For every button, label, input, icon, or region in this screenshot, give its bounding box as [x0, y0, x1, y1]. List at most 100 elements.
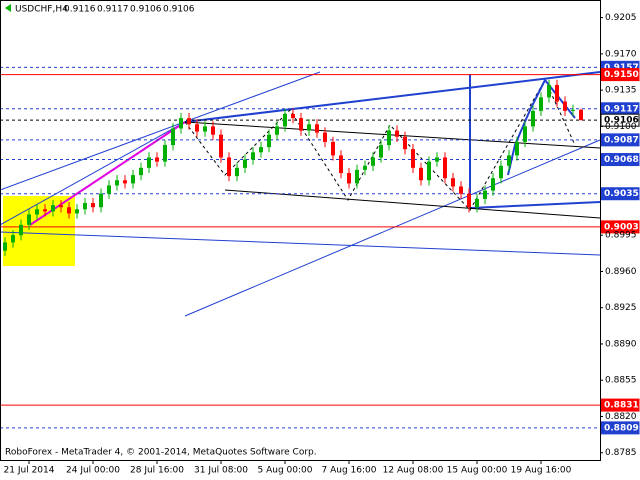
candle-body [83, 203, 87, 210]
candle-body [387, 130, 391, 146]
candle-body [11, 235, 15, 243]
candle-body [107, 185, 111, 194]
candle-body [323, 132, 327, 142]
level-label: 0.8831 [604, 401, 639, 411]
y-tick-label: 0.8855 [605, 376, 637, 386]
candle-body [371, 157, 375, 166]
x-tick-label: 19 Aug 16:00 [511, 466, 572, 476]
candle-body [395, 130, 399, 137]
trend-line [224, 189, 601, 219]
candle-body [171, 128, 175, 146]
candle-body [179, 118, 183, 129]
candle-body [251, 152, 255, 160]
candle-body [3, 242, 7, 251]
trend-line [0, 121, 186, 226]
annotations [0, 71, 601, 317]
candle-body [19, 224, 23, 236]
candle-body [403, 136, 407, 150]
y-tick-label: 0.9135 [605, 86, 637, 96]
candle-body [115, 180, 119, 186]
candle-body [571, 109, 575, 111]
candle-body [411, 149, 415, 168]
plot-frame [0, 0, 601, 461]
trend-line [184, 139, 601, 317]
candle-body [67, 207, 71, 214]
candle-body [547, 84, 551, 98]
candle-body [259, 147, 263, 153]
candle-body [523, 126, 527, 142]
level-label: 0.9068 [604, 155, 639, 165]
candle-body [419, 167, 423, 181]
candle-body [211, 126, 215, 135]
candle-body [99, 193, 103, 208]
candle-body [235, 167, 239, 177]
x-tick-label: 21 Jul 2014 [4, 466, 55, 476]
ohlc-close: 0.9106 [163, 5, 195, 15]
candle-body [307, 124, 311, 131]
symbol: USDCHF,H4 [15, 5, 68, 15]
level-label: 0.8809 [604, 423, 639, 433]
candle-body [435, 157, 439, 162]
y-tick-label: 0.8785 [605, 448, 637, 458]
ohlc-open: 0.9116 [64, 5, 96, 15]
candle-body [147, 157, 151, 168]
candle-body [299, 118, 303, 131]
level-label: 0.9106 [604, 116, 639, 126]
candle-body [563, 101, 567, 111]
level-label: 0.9117 [604, 104, 639, 114]
candle-body [339, 155, 343, 174]
candle-body [499, 165, 503, 179]
symbol-icon [5, 4, 11, 12]
candle-body [555, 84, 559, 102]
candle-body [459, 186, 463, 194]
trend-line [469, 201, 601, 209]
level-label: 0.9087 [604, 135, 639, 145]
candle-body [59, 205, 63, 208]
candle-body [363, 165, 367, 170]
x-tick-label: 24 Jul 00:00 [66, 466, 120, 476]
y-tick-label: 0.8960 [605, 267, 637, 277]
y-tick-label: 0.9100 [605, 122, 637, 132]
y-tick-label: 0.9205 [605, 13, 637, 23]
candle-body [491, 178, 495, 191]
candle-body [155, 157, 159, 162]
candle-body [483, 190, 487, 199]
candle-body [443, 157, 447, 179]
candle-body [187, 118, 191, 125]
candle-body [355, 169, 359, 184]
candle-body [507, 155, 511, 166]
trend-line [74, 121, 186, 196]
highlight-box [3, 196, 75, 266]
candle-body [379, 145, 383, 158]
y-tick-label: 0.8820 [605, 412, 637, 422]
trend-line [184, 121, 601, 149]
wave-path [184, 78, 576, 211]
x-tick-label: 5 Aug 00:00 [258, 466, 313, 476]
level-label: 0.9150 [604, 70, 639, 80]
level-label: 0.9157 [604, 63, 639, 73]
candle-body [539, 97, 543, 111]
candle-body [331, 141, 335, 156]
candle-body [75, 209, 79, 214]
candle-body [283, 113, 287, 127]
y-tick-label: 0.9170 [605, 49, 637, 59]
candle-body [123, 180, 127, 184]
candle-body [475, 198, 479, 208]
candle-body [467, 193, 471, 208]
level-label: 0.9035 [604, 189, 639, 199]
trend-line [0, 71, 321, 191]
level-label: 0.9003 [604, 222, 639, 232]
trend-line [184, 71, 601, 123]
y-tick-label: 0.8925 [605, 303, 637, 313]
candle-body [203, 126, 207, 132]
candle-body [275, 126, 279, 135]
candle-body [267, 134, 271, 148]
x-tick-label: 7 Aug 16:00 [322, 466, 377, 476]
candle-body [227, 157, 231, 177]
candle-body [531, 110, 535, 127]
y-tick-label: 0.8995 [605, 231, 637, 241]
candle-body [131, 175, 135, 184]
x-tick-label: 28 Jul 16:00 [130, 466, 184, 476]
candle-body [291, 113, 295, 119]
candle-body [27, 214, 31, 225]
